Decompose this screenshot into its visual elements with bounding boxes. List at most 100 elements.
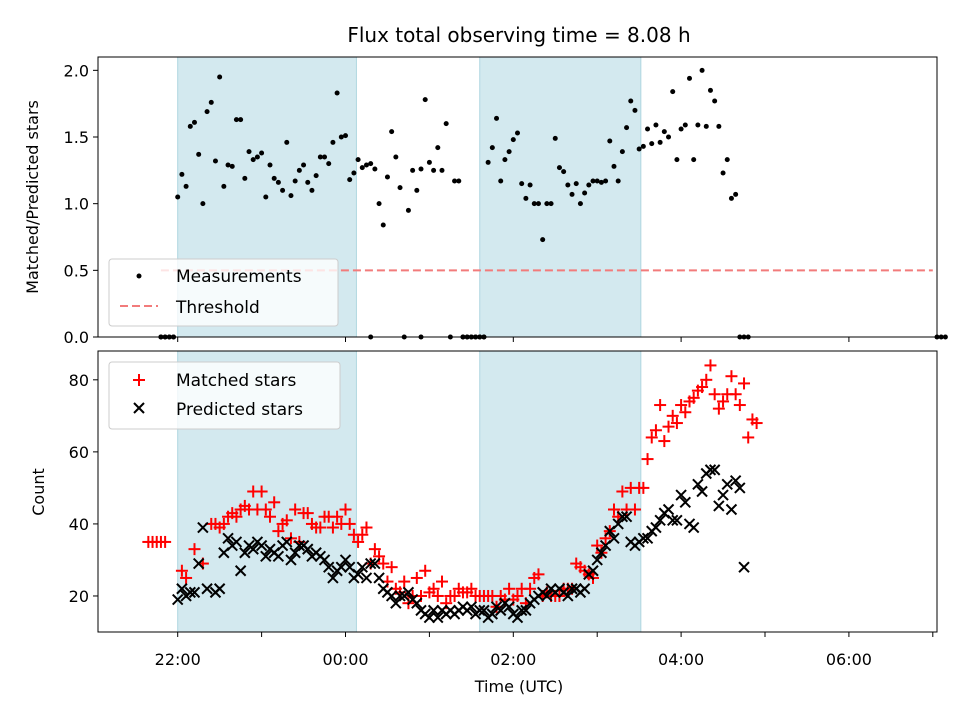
- measurement-point: [175, 194, 181, 200]
- matched-star-marker: [725, 370, 738, 383]
- measurement-point: [246, 149, 252, 155]
- matched-star-marker: [343, 517, 356, 530]
- predicted-star-marker: [285, 554, 297, 566]
- measurement-point: [535, 201, 541, 207]
- predicted-star-marker: [213, 583, 226, 595]
- matched-star-marker: [511, 589, 524, 602]
- measurement-point: [682, 122, 688, 128]
- predicted-star-marker: [696, 485, 708, 498]
- measurement-point: [619, 149, 625, 155]
- matched-star-marker: [675, 399, 688, 412]
- measurement-point: [191, 119, 197, 125]
- predicted-star-marker: [520, 604, 532, 617]
- measurement-point: [305, 179, 311, 185]
- measurement-point: [670, 89, 676, 95]
- predicted-star-marker: [679, 496, 692, 509]
- matched-star-marker: [385, 561, 398, 574]
- matched-star-marker: [188, 543, 201, 556]
- predicted-star-marker: [197, 521, 209, 534]
- measurement-point: [363, 162, 369, 168]
- measurement-point: [384, 174, 390, 180]
- predicted-star-marker: [427, 604, 440, 617]
- measurement-point: [254, 154, 260, 160]
- top-panel: 0.0 0.5 1.0 1.5 2.0 Flux total observing tim…: [23, 23, 948, 347]
- matched-star-marker: [742, 431, 755, 444]
- measurement-point: [313, 173, 319, 179]
- measurement-point: [397, 185, 403, 191]
- matched-star-marker: [662, 420, 675, 433]
- predicted-star-marker: [188, 586, 201, 599]
- measurement-point: [418, 166, 424, 172]
- bottom-panel: 20 40 60 80 22:00 00:00 02:00 04:00 06:00 Time …: [29, 350, 938, 696]
- measurement-point: [674, 157, 680, 163]
- matched-star-marker: [180, 571, 193, 584]
- predicted-star-marker: [364, 557, 377, 570]
- legend-predicted-label: Predicted stars: [176, 400, 303, 420]
- matched-star-marker: [314, 521, 327, 534]
- predicted-star-marker: [192, 557, 205, 570]
- measurement-point: [414, 187, 420, 193]
- bottom-y-tick-label: 20: [69, 587, 89, 606]
- matched-star-marker: [339, 503, 352, 516]
- predicted-star-marker: [692, 478, 704, 491]
- measurement-point: [540, 237, 546, 243]
- measurement-point: [351, 170, 357, 176]
- measurement-point: [678, 126, 684, 132]
- measurement-point: [586, 182, 592, 188]
- bottom-x-tick-label: 06:00: [826, 650, 872, 669]
- bottom-x-tick-label: 04:00: [658, 650, 704, 669]
- predicted-star-marker: [201, 583, 213, 595]
- predicted-star-marker: [721, 478, 733, 491]
- measurement-point: [733, 191, 739, 197]
- measurement-point: [573, 181, 579, 187]
- measurement-point: [338, 134, 344, 140]
- bottom-x-tick-label: 02:00: [490, 650, 536, 669]
- predicted-star-marker: [667, 514, 679, 527]
- measurement-point-zero: [938, 334, 944, 340]
- matched-star-marker: [217, 517, 230, 530]
- measurement-point: [645, 126, 651, 132]
- matched-star-marker: [687, 391, 700, 404]
- measurement-point: [296, 167, 302, 173]
- predicted-star-marker: [327, 572, 339, 584]
- x-axis-label: Time (UTC): [474, 677, 563, 696]
- predicted-star-marker: [293, 539, 306, 552]
- measurement-point: [716, 123, 722, 129]
- matched-star-marker: [230, 510, 243, 523]
- bottom-legend: Matched stars Predicted stars: [108, 361, 341, 430]
- measurement-point: [724, 157, 730, 163]
- measurement-point: [485, 159, 491, 165]
- predicted-star-marker: [687, 521, 700, 534]
- predicted-star-marker: [578, 583, 591, 595]
- predicted-star-marker: [302, 543, 314, 555]
- measurement-point: [686, 75, 692, 81]
- predicted-star-marker: [713, 500, 725, 512]
- predicted-star-marker: [323, 561, 335, 573]
- measurement-point: [271, 175, 277, 181]
- measurement-point: [359, 165, 365, 171]
- matched-star-marker: [419, 564, 432, 577]
- measurement-point: [632, 107, 638, 113]
- measurement-point: [657, 139, 663, 145]
- predicted-star-marker: [222, 532, 234, 545]
- measurement-point: [204, 109, 210, 115]
- predicted-star-marker: [587, 565, 599, 577]
- predicted-star-marker: [675, 489, 687, 501]
- predicted-star-marker: [247, 543, 259, 555]
- measurement-point: [611, 163, 617, 169]
- matched-star-marker: [465, 582, 478, 595]
- predicted-star-marker: [541, 590, 553, 602]
- measurement-point: [410, 167, 416, 173]
- measurement-point: [250, 157, 256, 163]
- measurement-point: [275, 179, 281, 185]
- predicted-star-marker: [373, 572, 385, 584]
- measurement-point: [712, 98, 718, 104]
- measurement-point: [498, 178, 504, 184]
- matched-star-marker: [729, 388, 742, 401]
- measurement-point: [233, 117, 239, 123]
- bottom-y-tick-label: 40: [69, 515, 89, 534]
- measurement-point: [561, 169, 567, 175]
- measurement-point: [699, 67, 705, 73]
- matched-star-marker: [352, 535, 365, 548]
